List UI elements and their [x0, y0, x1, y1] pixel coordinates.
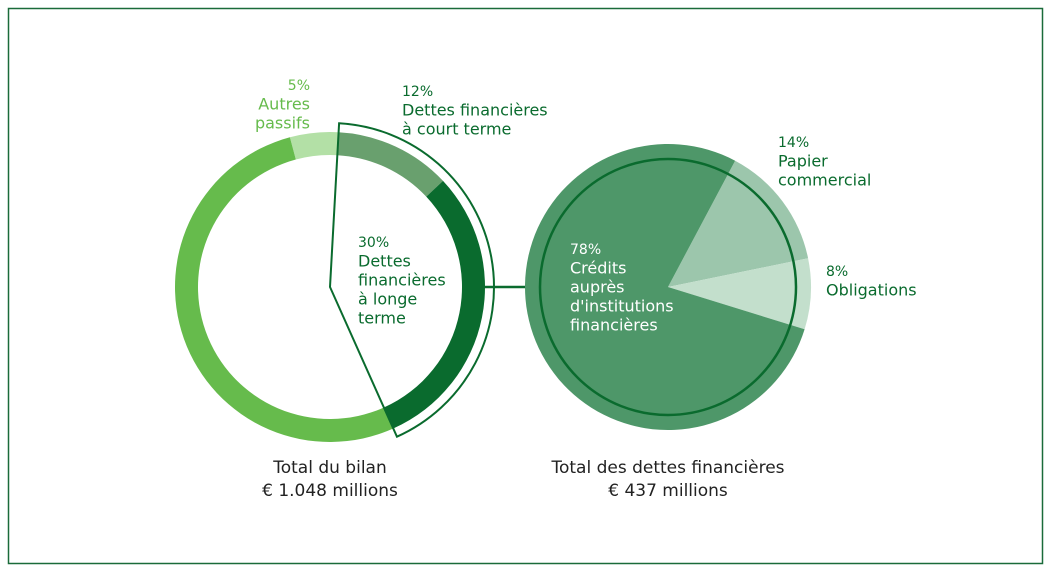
pie-slice [668, 160, 809, 287]
category-label: propres [258, 294, 319, 313]
caption: € 1.048 millions [262, 481, 398, 501]
value-label: 78% [570, 242, 601, 258]
caption: € 437 millions [608, 481, 728, 501]
category-label: Crédits [570, 259, 626, 278]
category-label: Capitaux [258, 275, 329, 294]
highlight-outline [328, 122, 495, 439]
caption: Total du bilan [272, 458, 387, 478]
category-label: Dettes financières [402, 101, 548, 120]
value-label: 8% [826, 264, 848, 280]
category-label: à court terme [402, 120, 511, 139]
pie-slice [525, 143, 805, 430]
pie-slice [668, 258, 812, 330]
value-label: 52% [258, 258, 289, 274]
value-label: 12% [402, 84, 433, 100]
category-label: à longe [358, 290, 417, 309]
category-label: financières [570, 316, 658, 335]
category-label: terme [358, 309, 406, 328]
category-label: d'institutions [570, 297, 674, 316]
category-label: passifs [255, 114, 310, 133]
inner-ring [538, 157, 798, 417]
category-label: Obligations [826, 281, 917, 300]
category-label: financières [358, 271, 446, 290]
value-label: 14% [778, 135, 809, 151]
value-label: 5% [288, 78, 310, 94]
category-label: Papier [778, 152, 828, 171]
value-label: 30% [358, 235, 389, 251]
donut-segment [289, 132, 339, 160]
donut-segment [337, 132, 444, 197]
caption: Total des dettes financières [550, 458, 784, 478]
category-label: auprès [570, 278, 625, 297]
category-label: Autres [258, 95, 310, 114]
category-label: Dettes [358, 252, 411, 271]
donut-segment [383, 180, 485, 429]
category-label: commercial [778, 171, 871, 190]
